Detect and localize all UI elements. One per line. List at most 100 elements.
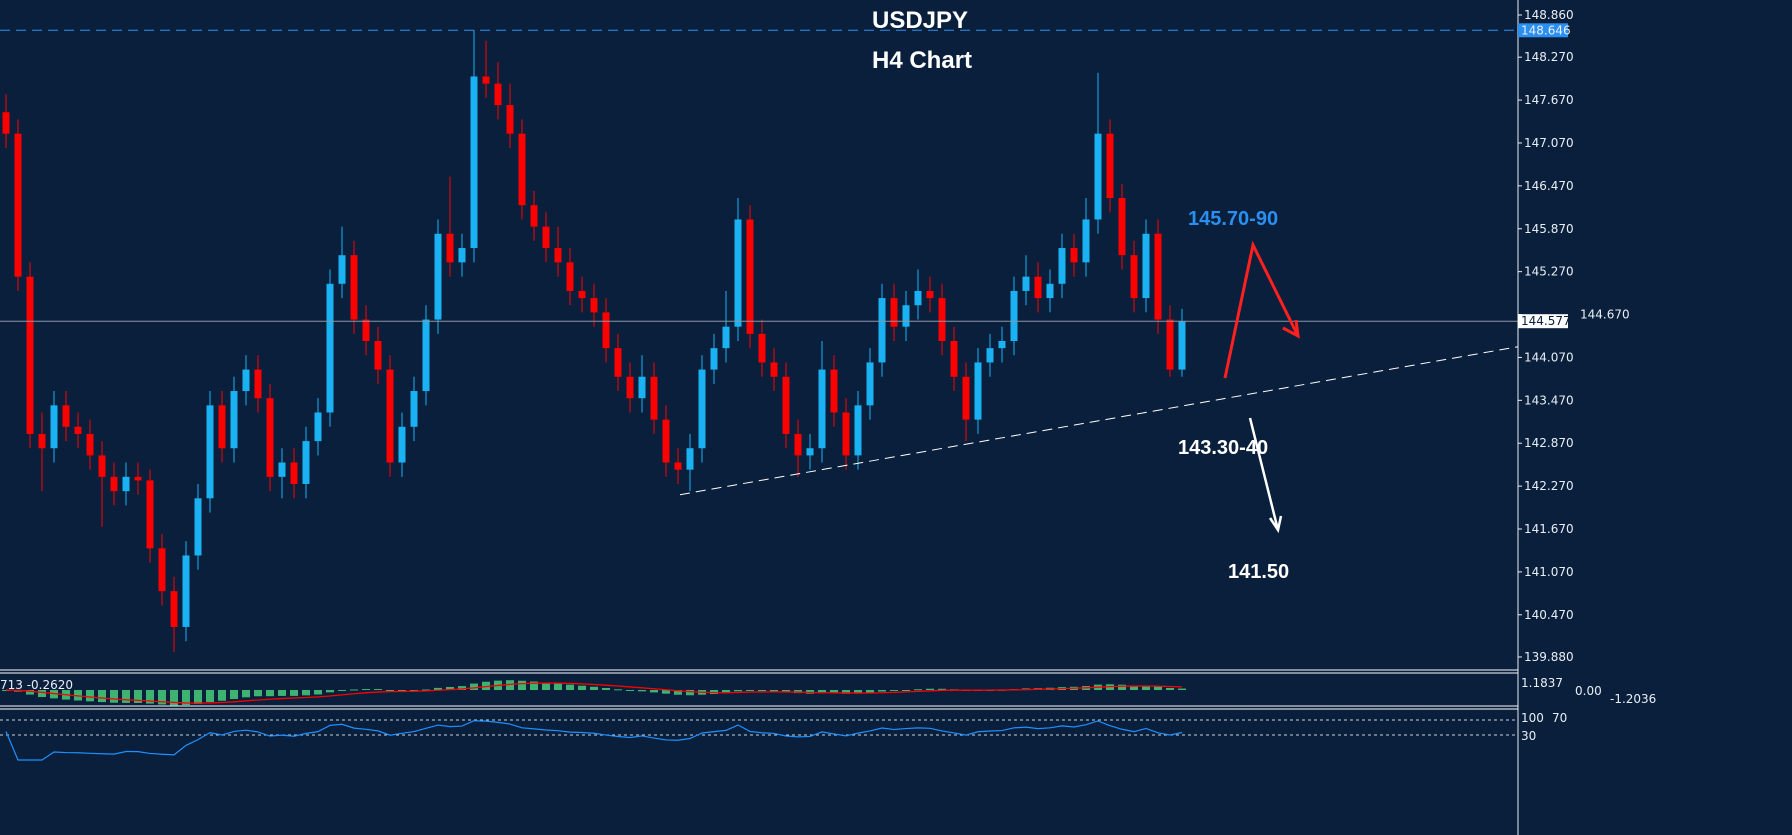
macd-histogram-bar — [662, 690, 670, 694]
candle — [170, 576, 178, 652]
candle — [926, 276, 934, 313]
candle-body — [458, 248, 466, 263]
macd-histogram-bar — [350, 689, 358, 691]
candle — [1142, 219, 1150, 313]
candle — [134, 462, 142, 495]
candle — [830, 355, 838, 427]
candle — [806, 433, 814, 470]
candle-body — [806, 448, 814, 456]
candle — [302, 426, 310, 499]
candle — [182, 541, 190, 642]
candle-body — [206, 405, 214, 499]
candle-body — [662, 419, 670, 463]
candle — [662, 405, 670, 477]
candle — [950, 326, 958, 392]
macd-histogram-bar — [74, 690, 82, 701]
candle — [458, 233, 466, 277]
macd-histogram-bar — [146, 690, 154, 704]
candle-body — [350, 255, 358, 320]
price-tick-label: 148.270 — [1524, 50, 1574, 64]
rsi-tick-70: 70 — [1552, 711, 1567, 725]
macd-histogram-bar — [122, 690, 130, 703]
macd-histogram-bar — [218, 690, 226, 701]
macd-histogram-bar — [1154, 686, 1162, 690]
price-tick-label: 145.870 — [1524, 222, 1574, 236]
macd-histogram-bar — [590, 686, 598, 690]
price-tick-label: 144.670 — [1580, 308, 1630, 322]
candle — [74, 412, 82, 449]
candle — [686, 433, 694, 492]
macd-histogram-bar — [170, 690, 178, 706]
candle — [482, 40, 490, 98]
macd-histogram-bar — [482, 681, 490, 690]
candle-body — [914, 290, 922, 306]
candle — [974, 348, 982, 434]
candle — [566, 248, 574, 306]
candle-body — [782, 376, 790, 434]
candle — [314, 398, 322, 456]
macd-histogram-bar — [242, 690, 250, 698]
candle-body — [1082, 219, 1090, 263]
candle-body — [1178, 320, 1186, 370]
candle-body — [2, 112, 10, 134]
candle-body — [158, 548, 166, 592]
candle — [98, 441, 106, 527]
candle-body — [170, 591, 178, 627]
candle-body — [182, 555, 190, 627]
candle-body — [854, 405, 862, 456]
candle-body — [290, 462, 298, 484]
macd-histogram-bar — [674, 690, 682, 695]
macd-histogram-bar — [602, 687, 610, 690]
current-price-tag-text: 144.577 — [1521, 314, 1571, 328]
candle-body — [98, 455, 106, 477]
candle — [398, 412, 406, 477]
candle — [626, 362, 634, 413]
candle — [1154, 219, 1162, 334]
macd-histogram-bar — [614, 689, 622, 691]
candle — [962, 362, 970, 442]
price-tick-label: 143.470 — [1524, 393, 1574, 407]
candle — [758, 319, 766, 377]
macd-histogram-bar — [1142, 685, 1150, 690]
macd-histogram-bar — [638, 690, 646, 692]
candle-body — [614, 348, 622, 377]
macd-histogram-bar — [230, 690, 238, 700]
macd-histogram-bar — [902, 690, 910, 691]
macd-histogram-bar — [626, 690, 634, 691]
macd-histogram-bar — [26, 690, 34, 695]
candle — [902, 290, 910, 341]
price-tick-label: 141.670 — [1524, 522, 1574, 536]
candle-body — [386, 369, 394, 463]
candle-body — [626, 376, 634, 399]
candle — [746, 205, 754, 349]
candle-body — [878, 298, 886, 363]
macd-histogram-bar — [470, 683, 478, 690]
candle — [242, 355, 250, 406]
macd-histogram-bar — [746, 690, 754, 692]
candle-body — [566, 262, 574, 291]
candle — [890, 283, 898, 341]
macd-tick-bottom: -1.2036 — [1610, 692, 1656, 706]
macd-histogram-bar — [914, 689, 922, 691]
candle-body — [434, 233, 442, 320]
white-arrow-head — [1268, 515, 1283, 534]
candle-body — [254, 369, 262, 399]
macd-histogram-bar — [554, 683, 562, 690]
macd-histogram-bar — [938, 688, 946, 690]
macd-histogram-bar — [1166, 687, 1174, 690]
candle-body — [530, 205, 538, 227]
candle — [578, 276, 586, 313]
white-down-arrow — [1248, 417, 1280, 531]
candle — [734, 198, 742, 341]
macd-histogram-bar — [830, 690, 838, 694]
candle-body — [398, 426, 406, 463]
candle-body — [302, 441, 310, 484]
candle — [554, 226, 562, 277]
candle-body — [1130, 255, 1138, 299]
macd-histogram-bar — [722, 690, 730, 694]
candle — [914, 269, 922, 320]
price-tick-label: 144.070 — [1524, 350, 1574, 364]
candle-body — [374, 340, 382, 370]
candle — [782, 362, 790, 449]
candle — [1058, 233, 1066, 299]
